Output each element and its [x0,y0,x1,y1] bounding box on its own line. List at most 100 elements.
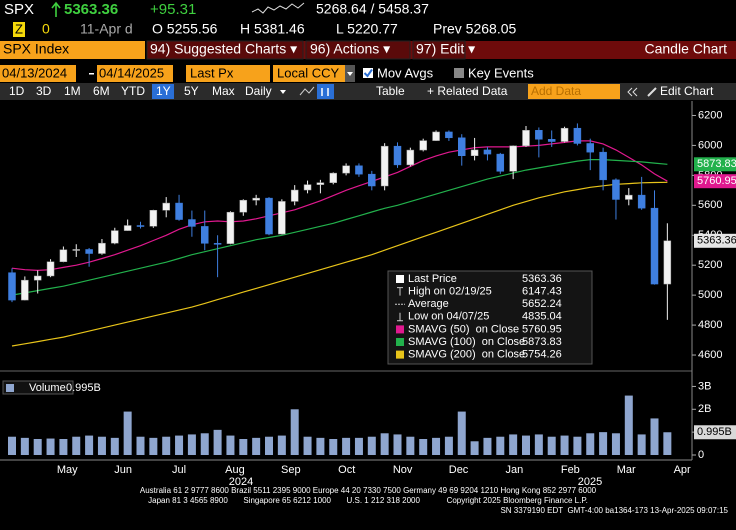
indicator-icon[interactable] [317,84,334,99]
edit-chart[interactable]: Edit Chart [660,84,714,98]
volume-bar [393,434,402,455]
period[interactable]: Max [212,84,235,98]
legend-label: High on 02/19/25 [408,286,492,298]
volume-bar [419,439,428,455]
volume-bar [586,433,595,455]
volume-bar [380,433,389,455]
checkbox[interactable] [363,68,373,78]
period[interactable]: YTD [121,84,145,98]
active-period[interactable] [152,84,174,99]
legend-value: 5652.24 [522,298,562,310]
bid-ask: 5268.64 / 5458.37 [316,1,429,17]
candle-body [252,197,260,201]
dropdown-arrow [347,72,353,76]
volume-bar [637,434,646,455]
volume-bar [329,439,338,455]
candle-body [303,184,312,191]
volume-bar [650,418,659,455]
currency[interactable]: Local CCY [277,65,339,80]
period[interactable]: 1D [9,84,25,98]
collapse-icon[interactable] [627,87,638,97]
checkbox[interactable] [454,68,464,78]
period[interactable]: 3D [36,84,52,98]
volume-bar [85,435,94,455]
candle-body [149,209,158,227]
mov-avgs[interactable]: Mov Avgs [377,65,434,80]
check [363,68,373,78]
volume-bar [213,429,222,455]
menu-item[interactable]: 96) Actions ▾ [310,41,390,57]
volume-badge-label: 0.995B [697,426,732,438]
candle-body [213,243,222,245]
volume-bar [175,435,184,455]
period[interactable]: 1Y [156,84,171,98]
start-date[interactable]: 04/13/2024 [2,65,67,80]
candle-body [650,207,659,285]
x-tick-label: Mar [617,464,636,476]
candle-body [162,202,170,211]
x-tick-label: Dec [449,464,469,476]
menu-item[interactable]: 94) Suggested Charts ▾ [150,41,297,57]
high: H 5381.46 [240,21,305,37]
volume-bar [303,436,312,455]
menu-button[interactable] [305,40,411,60]
y-tick-label: 6000 [698,139,722,151]
y-tick-label: 4600 [698,349,722,361]
volume-bar [20,437,29,455]
candle-body [46,261,55,277]
frequency[interactable]: Daily [245,84,272,98]
pencil-icon [647,87,657,97]
menu-button[interactable] [146,40,304,60]
y-tick-label: 5600 [698,199,722,211]
candle-body [393,145,402,166]
menu-button[interactable] [412,40,466,60]
volume-bar [354,437,363,455]
volume-bar [123,411,132,455]
candle-body [33,275,42,281]
period[interactable]: 5Y [184,84,199,98]
key-events[interactable]: Key Events [468,65,534,80]
price-badge-label: 5363.36 [697,235,736,247]
moving-average [11,159,668,296]
end-date[interactable]: 04/14/2025 [99,65,164,80]
x-tick-label: Aug [225,464,245,476]
add-data-box[interactable] [528,84,620,99]
x-tick-label: Apr [674,464,691,476]
volume-bar [663,432,672,455]
menu-item[interactable]: 97) Edit ▾ [416,41,475,57]
candle-body [201,226,209,244]
volume-bar [226,435,235,455]
y-tick-label: 0 [698,449,704,461]
volume-bar [483,437,492,455]
legend: Last Price 5363.36 High on 02/19/25 6147.43… [387,270,593,365]
field-input[interactable] [186,65,270,82]
ccy-input[interactable] [273,65,345,82]
x-tick-label: Jan [506,464,524,476]
candle-body [625,194,633,200]
volume-legend-value: 0.995B [66,382,101,394]
candle-body [470,149,479,156]
table-button[interactable]: Table [376,84,405,98]
date-input[interactable] [0,65,76,82]
date-input[interactable] [97,65,173,82]
legend-value: 6147.43 [522,286,562,298]
legend-label: SMAVG (50) on Close [408,323,519,335]
candle-body [483,149,492,155]
period[interactable]: 1M [64,84,81,98]
year-label: 2025 [578,476,602,488]
candle-body [123,225,132,231]
security-box[interactable] [0,41,145,59]
volume-bar [59,439,68,455]
candle-body [136,225,145,227]
period[interactable]: 6M [93,84,110,98]
volume-bar [277,435,286,455]
field[interactable]: Last Px [190,65,234,80]
draw-icon[interactable] [299,86,315,96]
add-data[interactable]: Add Data [531,84,581,98]
legend-value: 5754.26 [522,349,562,361]
ticker: SPX [4,1,34,18]
volume-bar [252,437,261,455]
related-data[interactable]: + Related Data [427,84,508,98]
candle-body [239,199,248,213]
